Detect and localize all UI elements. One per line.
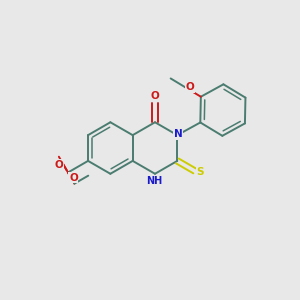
Text: O: O [186,82,195,92]
Text: NH: NH [146,176,162,186]
Text: O: O [151,91,159,101]
Text: N: N [174,129,183,139]
Text: O: O [55,160,64,170]
Text: O: O [69,173,78,183]
Text: S: S [197,167,204,177]
